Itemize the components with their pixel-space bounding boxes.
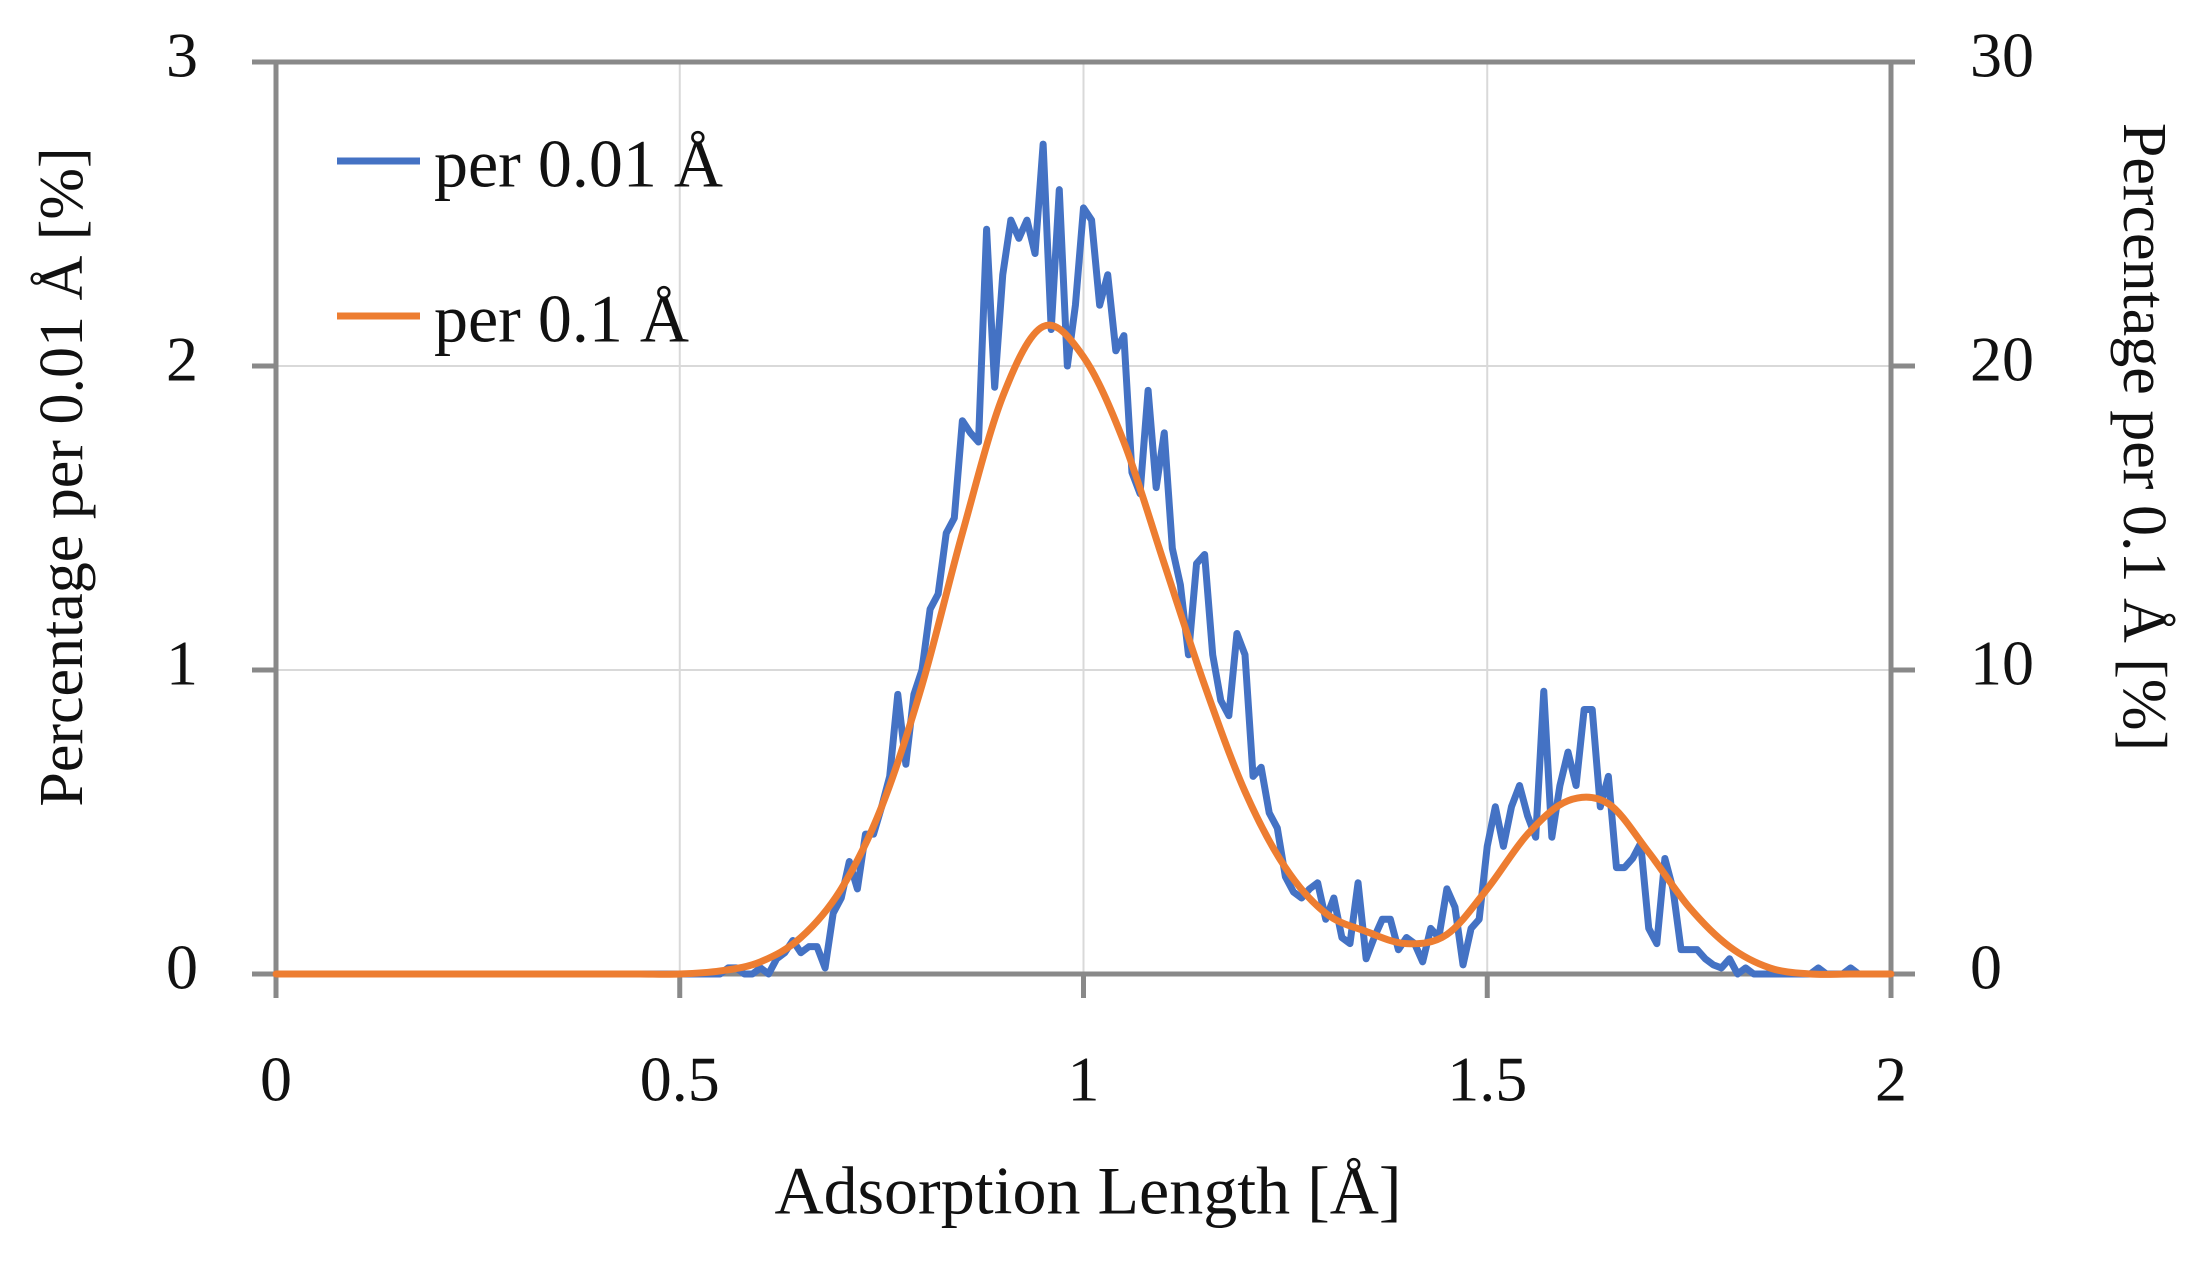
y-tick-label: 1 (166, 628, 198, 699)
x-tick-label: 1 (1068, 1044, 1100, 1115)
series-line (272, 321, 1895, 978)
y2-tick-label: 20 (1970, 324, 2034, 395)
y2-tick-label: 10 (1970, 628, 2034, 699)
y-tick-label: 3 (166, 20, 198, 91)
y2-axis-title: Percentage per 0.1 Å [%] (2110, 123, 2178, 751)
x-axis-title: Adsorption Length [Å] (774, 1153, 1401, 1229)
y-tick-label: 2 (166, 324, 198, 395)
x-tick-label: 2 (1875, 1044, 1907, 1115)
x-tick-label: 1.5 (1447, 1044, 1527, 1115)
legend-label: per 0.1 Å (434, 281, 689, 357)
legend-label: per 0.01 Å (434, 126, 723, 202)
y-axis-title: Percentage per 0.01 Å [%] (28, 147, 96, 806)
x-tick-label: 0 (260, 1044, 292, 1115)
y2-tick-label: 30 (1970, 20, 2034, 91)
y-tick-label: 0 (166, 932, 198, 1003)
x-tick-label: 0.5 (640, 1044, 720, 1115)
y2-tick-label: 0 (1970, 932, 2002, 1003)
